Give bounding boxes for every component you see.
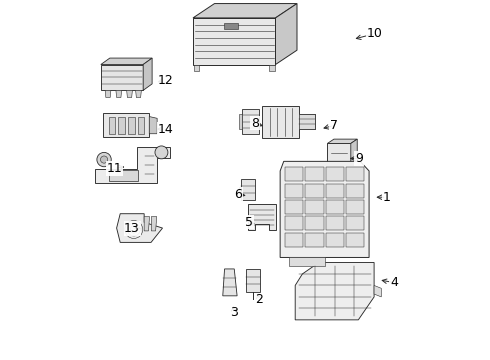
Polygon shape — [193, 18, 275, 64]
Polygon shape — [305, 233, 323, 247]
Polygon shape — [374, 285, 381, 297]
Polygon shape — [327, 139, 357, 143]
Polygon shape — [193, 4, 297, 18]
Polygon shape — [116, 90, 122, 98]
Text: 4: 4 — [390, 276, 398, 289]
Polygon shape — [101, 64, 143, 90]
Text: 2: 2 — [255, 293, 263, 306]
Polygon shape — [326, 233, 344, 247]
Polygon shape — [295, 262, 374, 320]
Polygon shape — [224, 23, 238, 30]
Polygon shape — [299, 114, 315, 129]
Polygon shape — [143, 58, 152, 90]
Text: 5: 5 — [245, 216, 253, 229]
Polygon shape — [326, 167, 344, 181]
Polygon shape — [242, 109, 259, 134]
Text: 6: 6 — [235, 188, 243, 201]
Polygon shape — [346, 184, 365, 198]
Polygon shape — [245, 269, 260, 292]
Polygon shape — [144, 217, 149, 231]
Text: 8: 8 — [251, 117, 259, 130]
Text: 14: 14 — [157, 122, 173, 136]
Polygon shape — [109, 170, 138, 181]
Polygon shape — [285, 200, 303, 214]
Text: 13: 13 — [124, 222, 140, 235]
Polygon shape — [194, 64, 199, 71]
Polygon shape — [327, 143, 351, 167]
Polygon shape — [289, 257, 324, 266]
Polygon shape — [119, 117, 125, 134]
Polygon shape — [262, 107, 315, 138]
Polygon shape — [239, 186, 242, 193]
Polygon shape — [223, 269, 237, 296]
Text: 11: 11 — [106, 162, 122, 175]
Polygon shape — [95, 147, 171, 183]
Text: 1: 1 — [383, 191, 391, 204]
Polygon shape — [128, 117, 135, 134]
Text: 9: 9 — [355, 152, 363, 165]
Polygon shape — [101, 58, 152, 64]
Polygon shape — [305, 200, 323, 214]
Polygon shape — [346, 167, 365, 181]
Polygon shape — [239, 114, 242, 129]
Text: 12: 12 — [157, 74, 173, 87]
Polygon shape — [275, 4, 297, 64]
Polygon shape — [351, 139, 357, 167]
Polygon shape — [346, 216, 365, 230]
Circle shape — [97, 152, 111, 167]
Polygon shape — [305, 216, 323, 230]
Polygon shape — [280, 161, 369, 257]
Polygon shape — [285, 216, 303, 230]
Circle shape — [155, 146, 168, 159]
Polygon shape — [305, 184, 323, 198]
Polygon shape — [326, 184, 344, 198]
Polygon shape — [242, 179, 255, 200]
Polygon shape — [109, 117, 115, 134]
Polygon shape — [103, 113, 149, 137]
Polygon shape — [269, 64, 275, 71]
Polygon shape — [285, 233, 303, 247]
Text: 3: 3 — [230, 306, 238, 319]
Polygon shape — [117, 214, 163, 242]
Polygon shape — [149, 117, 157, 134]
Polygon shape — [151, 217, 157, 231]
Polygon shape — [305, 167, 323, 181]
Polygon shape — [136, 90, 141, 98]
Polygon shape — [105, 90, 111, 98]
Polygon shape — [126, 90, 132, 98]
Polygon shape — [285, 184, 303, 198]
Text: 7: 7 — [330, 119, 338, 132]
Polygon shape — [346, 233, 365, 247]
Circle shape — [100, 156, 108, 163]
Polygon shape — [346, 200, 365, 214]
Polygon shape — [326, 216, 344, 230]
Polygon shape — [138, 117, 144, 134]
Text: 10: 10 — [367, 27, 383, 40]
Polygon shape — [248, 204, 276, 230]
Polygon shape — [326, 200, 344, 214]
Polygon shape — [285, 167, 303, 181]
